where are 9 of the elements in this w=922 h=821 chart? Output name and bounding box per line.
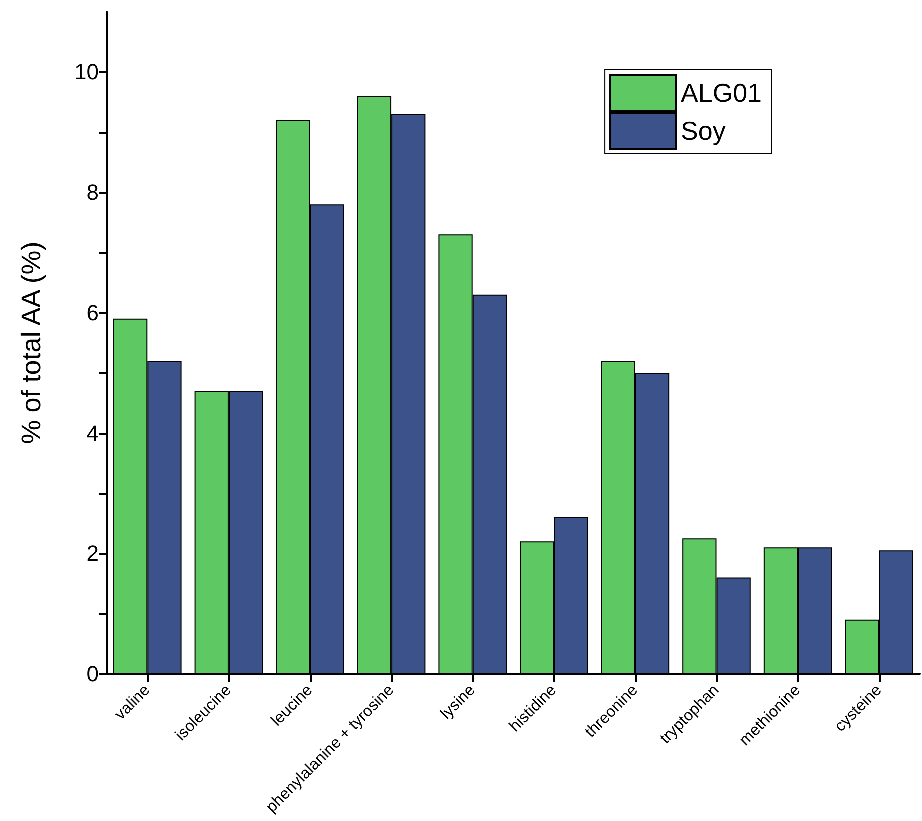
y-tick-label: 4 [86, 420, 99, 446]
y-tick-label: 10 [74, 60, 99, 85]
y-tick-label: 2 [86, 541, 99, 566]
legend-label: ALG01 [681, 78, 762, 108]
y-tick-label: 6 [86, 300, 99, 326]
y-tick-label: 0 [86, 662, 99, 686]
legend-label: Soy [681, 116, 726, 146]
y-axis-title: % of total AA (%) [16, 242, 46, 444]
y-tick-label: 8 [86, 180, 99, 206]
